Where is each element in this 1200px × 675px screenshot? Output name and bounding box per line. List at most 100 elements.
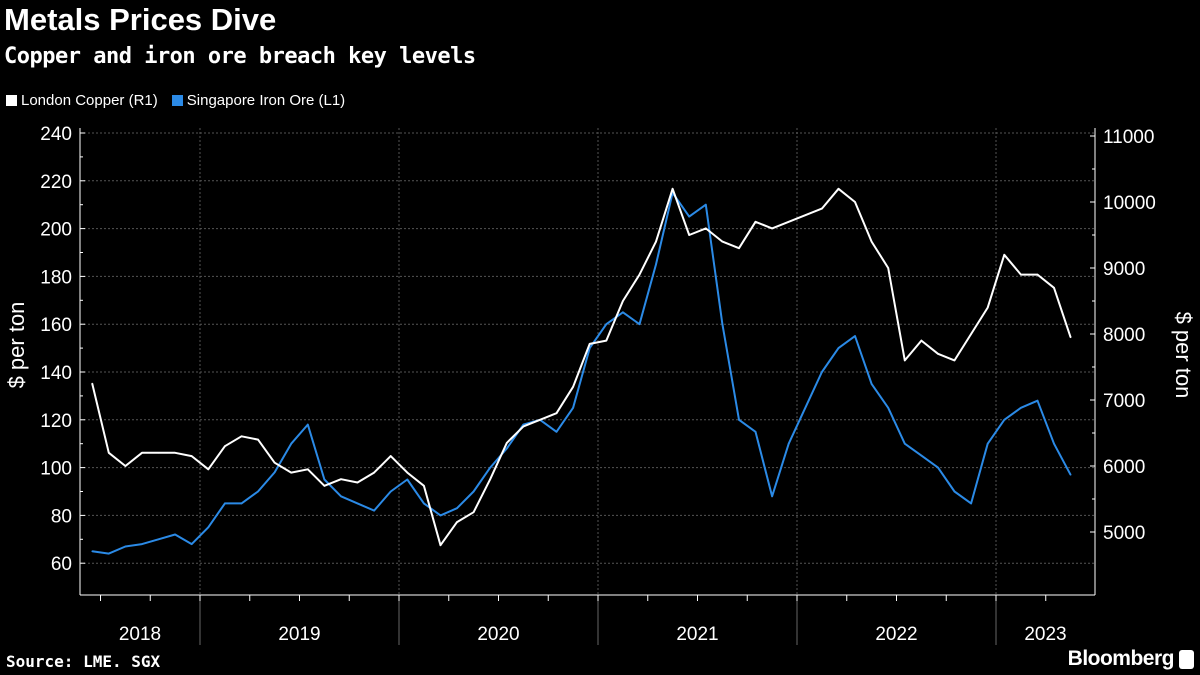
iron-ore-point <box>91 550 94 553</box>
bloomberg-logo: Bloomberg <box>1067 647 1175 670</box>
iron-ore-point <box>1003 419 1006 421</box>
copper-point <box>721 240 724 243</box>
copper-point <box>124 465 127 467</box>
iron-ore-point <box>505 447 508 450</box>
copper-point <box>141 452 143 454</box>
copper-point <box>655 240 657 243</box>
iron-ore-point <box>821 371 823 373</box>
iron-ore-point <box>920 454 923 457</box>
copper-point <box>539 419 541 421</box>
x-tick-label: 2022 <box>875 624 917 645</box>
iron-ore-point <box>655 263 657 266</box>
copper-point <box>489 478 492 481</box>
copper-point <box>804 214 807 216</box>
copper-point <box>953 359 956 362</box>
copper-point <box>937 353 939 355</box>
copper-point <box>373 471 375 474</box>
iron-ore-point <box>1036 399 1039 402</box>
iron-ore-point <box>141 543 143 545</box>
copper-point <box>837 188 840 190</box>
copper-point <box>340 478 342 481</box>
iron-ore-point <box>1069 473 1072 476</box>
iron-ore-point <box>522 423 525 426</box>
iron-ore-point <box>854 335 856 337</box>
copper-point <box>456 521 458 523</box>
iron-ore-point <box>887 407 890 409</box>
copper-point <box>754 221 757 223</box>
iron-ore-point <box>124 545 127 548</box>
iron-ore-point <box>389 490 392 493</box>
x-tick-label: 2019 <box>278 624 320 645</box>
right-axis-label: $ per ton <box>1171 312 1196 399</box>
copper-point <box>771 227 773 230</box>
iron-ore-point <box>622 311 624 314</box>
x-tick-label: 2023 <box>1024 624 1066 645</box>
copper-point <box>920 339 923 342</box>
iron-ore-point <box>986 442 989 445</box>
legend-label-copper: London Copper (R1) <box>21 92 158 109</box>
copper-point <box>986 306 989 309</box>
left-tick-label: 100 <box>40 459 72 480</box>
copper-point <box>688 234 691 236</box>
copper-point <box>555 412 558 415</box>
iron-ore-point <box>423 502 425 505</box>
left-tick-label: 160 <box>40 315 72 336</box>
copper-point <box>439 544 442 546</box>
right-tick-label: 10000 <box>1103 193 1156 214</box>
copper-point <box>323 485 326 487</box>
iron-ore-point <box>472 490 475 493</box>
chart-subtitle: Copper and iron ore breach key levels <box>4 44 476 69</box>
copper-point <box>174 452 176 454</box>
copper-point <box>190 455 193 457</box>
copper-line <box>91 187 1072 547</box>
copper-point <box>240 435 243 438</box>
copper-point <box>1020 273 1022 276</box>
copper-point <box>1069 336 1072 339</box>
iron-ore-point <box>1053 442 1055 445</box>
legend-swatch-iron <box>171 95 183 106</box>
iron-ore-point <box>738 419 740 421</box>
iron-ore-point <box>903 442 906 445</box>
copper-point <box>970 333 972 335</box>
iron-ore-point <box>572 407 574 409</box>
iron-ore-point <box>688 215 691 218</box>
right-tick-label: 5000 <box>1103 523 1145 544</box>
legend: London Copper (R1) Singapore Iron Ore (L… <box>6 92 345 109</box>
iron-ore-point <box>224 502 226 505</box>
x-tick-label: 2020 <box>477 624 519 645</box>
copper-point <box>588 343 591 345</box>
source-note: Source: LME. SGX <box>6 652 161 671</box>
iron-ore-point <box>456 507 458 510</box>
iron-ore-point <box>704 203 707 206</box>
copper-point <box>738 247 740 249</box>
iron-ore-point <box>588 347 591 349</box>
copper-point <box>273 461 276 464</box>
copper-point <box>207 468 210 471</box>
iron-ore-point <box>439 514 442 517</box>
left-tick-label: 80 <box>51 506 72 527</box>
copper-point <box>704 227 707 230</box>
iron-ore-point <box>356 502 359 505</box>
iron-ore-point <box>190 543 193 545</box>
iron-ore-point <box>174 533 176 536</box>
iron-ore-point <box>323 478 326 481</box>
right-tick-label: 7000 <box>1103 391 1145 412</box>
copper-point <box>638 273 641 276</box>
copper-point <box>91 382 94 385</box>
left-axis-label: $ per ton <box>4 302 29 389</box>
copper-point <box>406 471 409 474</box>
iron-ore-point <box>754 430 757 433</box>
legend-item-copper: London Copper (R1) <box>6 92 158 109</box>
right-tick-label: 6000 <box>1103 457 1145 478</box>
x-tick-label: 2021 <box>676 624 718 645</box>
iron-ore-point <box>937 466 939 469</box>
copper-point <box>1036 273 1039 276</box>
copper-point <box>622 300 624 302</box>
right-tick-label: 9000 <box>1103 259 1145 280</box>
copper-point <box>1053 287 1055 289</box>
legend-label-iron: Singapore Iron Ore (L1) <box>186 92 346 109</box>
iron-ore-point <box>605 323 608 326</box>
copper-point <box>389 455 392 457</box>
copper-point <box>821 207 823 210</box>
